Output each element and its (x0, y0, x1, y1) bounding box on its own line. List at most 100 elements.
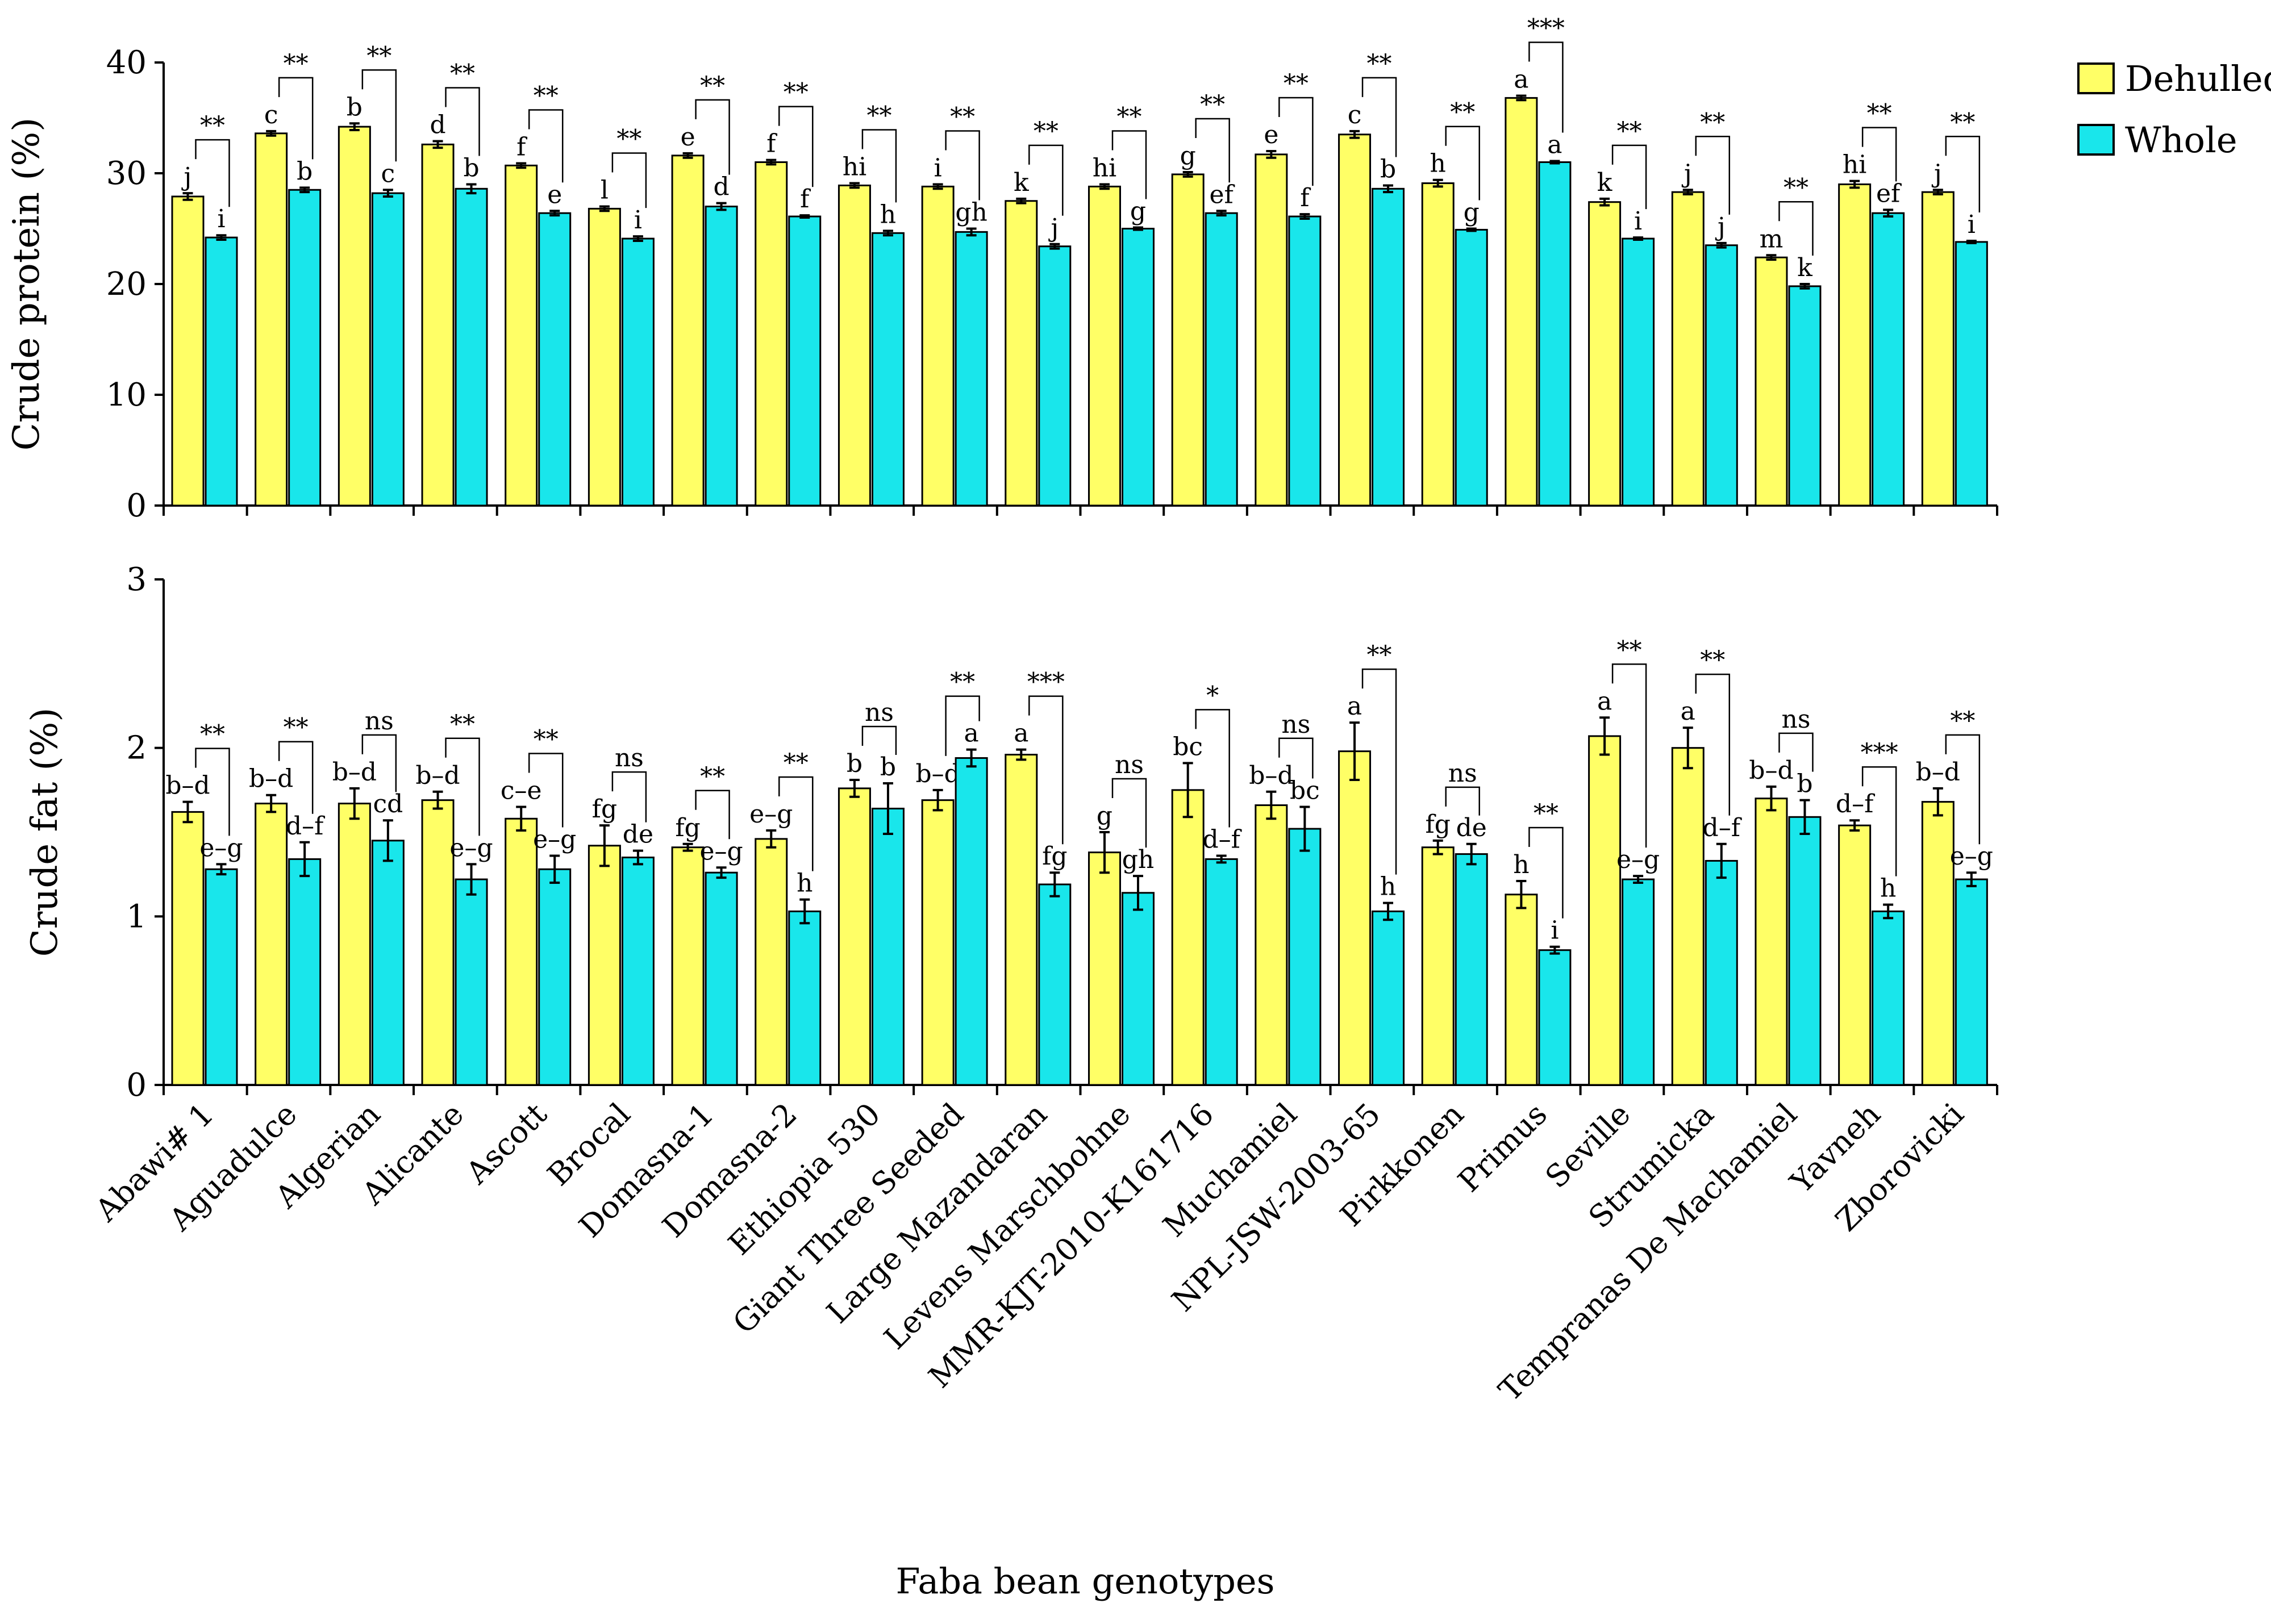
significance-label: ** (1200, 90, 1225, 119)
bar-dehulled-npl-jsw-2003-65 (1338, 133, 1372, 507)
group-letter: b (847, 749, 862, 778)
group-letter: c–e (501, 776, 542, 805)
y-tick-label: 30 (106, 155, 147, 192)
group-letter: k (1597, 168, 1612, 197)
significance-label: *** (1861, 738, 1898, 767)
group-letter: j (181, 162, 192, 191)
significance-label: ** (1617, 636, 1642, 665)
y-tick-label: 0 (126, 487, 147, 524)
bar-whole-giant-three-seeded (955, 231, 988, 507)
bar-whole-ethiopia-530 (871, 807, 905, 1086)
legend-label-dehulled: Dehulled (2125, 58, 2271, 99)
legend: Dehulled Whole (2077, 58, 2271, 161)
significance-bracket (1528, 826, 1564, 919)
bar-dehulled-levens-marschbohne (1088, 851, 1121, 1086)
group-letter: a (1681, 697, 1695, 726)
group-letter: d–f (286, 812, 325, 841)
bar-whole-zborovicki (1955, 241, 1988, 507)
significance-bracket (1778, 201, 1814, 256)
group-letter: j (1931, 159, 1942, 188)
significance-label: ** (784, 78, 809, 107)
group-letter: h (880, 200, 896, 229)
significance-label: ** (1950, 108, 1975, 137)
bar-dehulled-zborovicki (1921, 801, 1955, 1086)
bar-dehulled-zborovicki (1921, 191, 1955, 507)
bar-whole-ascott (538, 868, 572, 1086)
bar-dehulled-mmr-kjt-2010-k161716 (1171, 173, 1205, 507)
significance-label: ** (1867, 99, 1892, 128)
bar-whole-alicante (455, 878, 488, 1086)
significance-label: ** (534, 725, 559, 754)
group-letter: d–f (1703, 813, 1742, 842)
bar-dehulled-domasna-1 (671, 155, 705, 507)
group-letter: bc (1290, 776, 1320, 805)
group-letter: fg (1042, 842, 1067, 871)
significance-bracket (1611, 663, 1647, 848)
bar-whole-npl-jsw-2003-65 (1372, 910, 1405, 1086)
significance-label: ** (284, 49, 309, 78)
group-letter: a (1597, 687, 1612, 716)
bar-dehulled-alicante (421, 143, 455, 507)
group-letter: e–g (1950, 842, 1993, 871)
significance-bracket (778, 106, 814, 187)
bar-whole-domasna-1 (705, 206, 738, 507)
significance-bracket (695, 99, 730, 175)
group-letter: g (1180, 141, 1196, 170)
bar-whole-pirkkonen (1455, 228, 1488, 507)
bar-whole-levens-marschbohne (1122, 892, 1155, 1086)
group-letter: h (1513, 850, 1529, 879)
group-letter: i (634, 206, 642, 235)
bar-dehulled-primus (1505, 97, 1538, 507)
group-letter: f (1300, 183, 1311, 212)
significance-bracket (1195, 118, 1230, 183)
significance-label: ** (534, 81, 559, 110)
bar-dehulled-muchamiel (1255, 153, 1288, 507)
group-letter: h (1380, 872, 1396, 901)
significance-bracket (1361, 668, 1397, 875)
group-letter: a (964, 719, 979, 748)
significance-label: ** (1034, 117, 1059, 146)
significance-bracket (1028, 144, 1064, 216)
significance-label: ** (1950, 707, 1975, 736)
bar-dehulled-aguadulce (255, 132, 288, 507)
group-letter: b–d (1249, 761, 1293, 790)
significance-bracket (1528, 41, 1564, 133)
bar-whole-zborovicki (1955, 878, 1988, 1086)
significance-label: ns (865, 698, 894, 727)
bar-dehulled-seville (1588, 735, 1622, 1086)
bar-dehulled-levens-marschbohne (1088, 185, 1121, 507)
bar-dehulled-pirkkonen (1421, 182, 1455, 507)
group-letter: g (1097, 801, 1112, 830)
significance-bracket (1861, 127, 1897, 182)
bar-whole-tempranas-de-machamiel (1788, 816, 1822, 1086)
group-letter: bc (1173, 732, 1203, 761)
group-letter: hi (843, 153, 866, 182)
significance-bracket (861, 725, 897, 755)
significance-label: ** (1450, 98, 1475, 127)
significance-label: ** (700, 762, 725, 791)
bar-dehulled-domasna-2 (755, 161, 788, 507)
group-letter: e (681, 123, 695, 152)
group-letter: e–g (449, 833, 493, 862)
group-letter: b (1380, 155, 1396, 183)
significance-bracket (1111, 778, 1147, 848)
group-letter: b (463, 154, 479, 183)
group-letter: d (430, 110, 445, 139)
group-letter: b–d (1749, 756, 1793, 785)
bar-dehulled-giant-three-seeded (921, 799, 955, 1086)
group-letter: a (1014, 719, 1028, 748)
group-letter: j (1715, 212, 1726, 241)
bar-whole-brocal (621, 857, 655, 1086)
significance-label: ** (1700, 108, 1725, 137)
bar-dehulled-tempranas-de-machamiel (1755, 256, 1788, 507)
group-letter: h (1880, 874, 1896, 903)
group-letter: i (1968, 210, 1976, 239)
bar-dehulled-brocal (587, 845, 621, 1086)
bar-dehulled-strumicka (1671, 191, 1705, 507)
significance-label: ** (950, 668, 975, 697)
group-letter: b–d (332, 758, 377, 787)
bar-whole-domasna-1 (705, 871, 738, 1086)
bar-whole-domasna-2 (788, 215, 822, 507)
bar-dehulled-large-mazandaran (1005, 200, 1038, 507)
group-letter: b (1797, 770, 1812, 799)
